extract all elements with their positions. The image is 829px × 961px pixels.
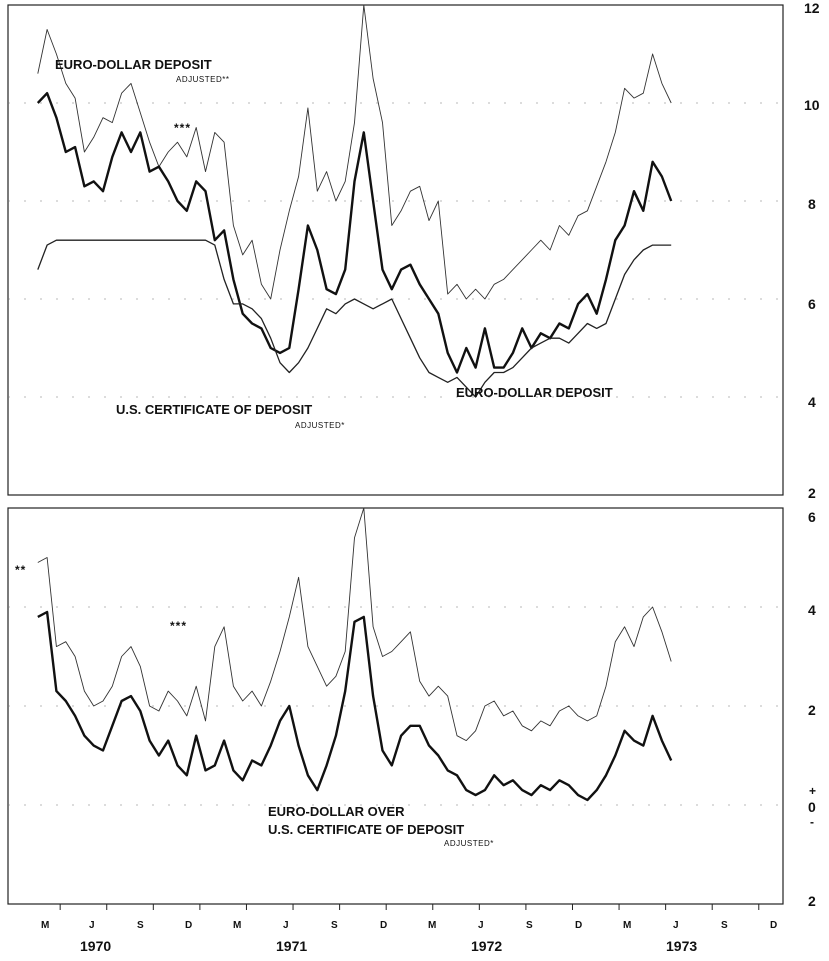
x-month-label: M — [623, 920, 631, 931]
x-month-label: J — [478, 920, 484, 931]
series-layer — [36, 4, 673, 802]
spread-label-sublabel: ADJUSTED* — [444, 839, 494, 848]
x-month-label: S — [137, 920, 144, 931]
euro-dollar-adjusted-label: EURO-DOLLAR DEPOSIT — [55, 57, 212, 72]
x-year-label: 1973 — [666, 938, 697, 954]
bottom-series-line-bold — [37, 610, 673, 802]
x-year-label: 1972 — [471, 938, 502, 954]
top-y-tick: 12 — [804, 0, 820, 16]
x-year-label: 1970 — [80, 938, 111, 954]
bottom-stars-mid: *** — [170, 619, 187, 633]
top-y-tick: 6 — [808, 296, 816, 312]
top-y-tick: 2 — [808, 485, 816, 501]
top-y-tick: 8 — [808, 196, 816, 212]
x-month-label: S — [721, 920, 728, 931]
x-month-label: J — [673, 920, 679, 931]
top-y-tick: 10 — [804, 97, 820, 113]
euro-dollar-adjusted-sublabel: ADJUSTED** — [176, 75, 229, 84]
bottom-minus-sign: - — [810, 815, 814, 829]
x-month-label: J — [89, 920, 95, 931]
bottom-y-tick: 0 — [808, 799, 816, 815]
x-month-label: S — [331, 920, 338, 931]
top-panel-frame — [7, 4, 784, 496]
x-month-label: J — [283, 920, 289, 931]
bottom-plus-sign: + — [809, 784, 816, 798]
bottom-y-tick: 6 — [808, 509, 816, 525]
top-stars-marker: *** — [174, 121, 191, 135]
x-year-label: 1971 — [276, 938, 307, 954]
spread-label-line2: U.S. CERTIFICATE OF DEPOSIT — [268, 822, 464, 837]
bottom-y-tick: 2 — [808, 893, 816, 909]
grid-layer — [8, 102, 783, 910]
x-month-label: D — [770, 920, 777, 931]
bottom-stars-left: ** — [15, 563, 26, 577]
spread-label-line1: EURO-DOLLAR OVER — [268, 804, 405, 819]
bottom-y-tick: 4 — [808, 602, 816, 618]
x-month-label: D — [380, 920, 387, 931]
x-month-label: D — [575, 920, 582, 931]
bottom-series-line-thin — [37, 507, 672, 742]
x-month-label: M — [41, 920, 49, 931]
bottom-panel-frame — [7, 507, 784, 905]
x-month-label: S — [526, 920, 533, 931]
x-month-label: D — [185, 920, 192, 931]
top-y-tick: 4 — [808, 394, 816, 410]
top-series-line-bold — [36, 92, 673, 374]
us-cd-sublabel: ADJUSTED* — [295, 421, 345, 430]
x-month-label: M — [428, 920, 436, 931]
top-series-line-medium — [37, 239, 672, 398]
euro-dollar-label: EURO-DOLLAR DEPOSIT — [456, 385, 613, 400]
us-cd-label: U.S. CERTIFICATE OF DEPOSIT — [116, 402, 312, 417]
bottom-y-tick: 2 — [808, 702, 816, 718]
x-month-label: M — [233, 920, 241, 931]
top-series-line-thin — [37, 4, 672, 300]
